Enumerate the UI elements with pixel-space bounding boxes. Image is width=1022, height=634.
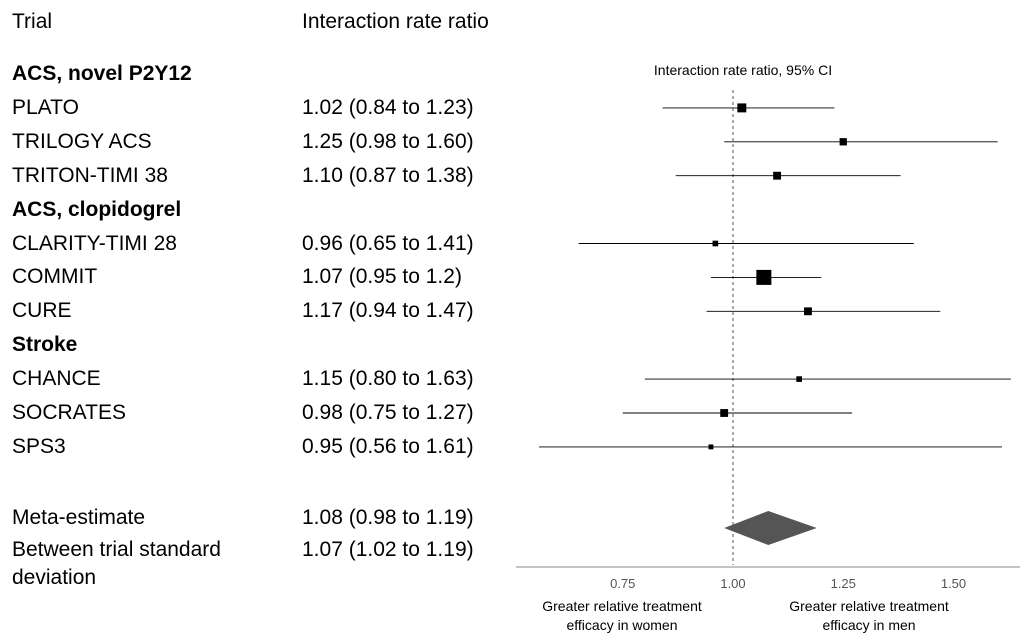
trial-estimate: 1.15 (0.80 to 1.63) xyxy=(302,367,474,391)
between-trial-sd-label: Between trial standard xyxy=(12,538,221,561)
x-tick-label: 1.00 xyxy=(720,576,745,591)
header-trial: Trial xyxy=(12,10,53,33)
trial-estimate: 1.25 (0.98 to 1.60) xyxy=(302,129,474,153)
trial-label: SOCRATES xyxy=(12,401,126,424)
direction-label-men: efficacy in men xyxy=(822,617,915,633)
point-marker xyxy=(708,444,714,450)
point-marker xyxy=(796,376,802,382)
trial-label: COMMIT xyxy=(12,265,98,289)
point-marker xyxy=(839,138,847,146)
between-trial-sd-label-line2: deviation xyxy=(12,566,97,589)
trial-estimate: 1.07 (0.95 to 1.2) xyxy=(302,265,462,289)
meta-estimate-diamond xyxy=(724,511,817,545)
group-label: Stroke xyxy=(12,333,78,357)
trial-label: TRITON-TIMI 38 xyxy=(12,163,168,187)
meta-estimate-value: 1.08 (0.98 to 1.19) xyxy=(302,506,474,529)
x-tick-label: 0.75 xyxy=(610,576,635,591)
trial-estimate: 1.10 (0.87 to 1.38) xyxy=(302,163,474,187)
trial-estimate: 0.95 (0.56 to 1.61) xyxy=(302,434,474,458)
trial-estimate: 0.96 (0.65 to 1.41) xyxy=(302,231,474,255)
trial-label: SPS3 xyxy=(12,434,66,458)
point-marker xyxy=(737,103,747,113)
trial-estimate: 1.17 (0.94 to 1.47) xyxy=(302,299,474,323)
point-marker xyxy=(720,409,729,417)
point-marker xyxy=(756,269,772,285)
trial-label: CLARITY-TIMI 28 xyxy=(12,231,177,255)
x-tick-label: 1.25 xyxy=(831,576,856,591)
direction-label-women: efficacy in women xyxy=(566,617,677,633)
point-marker xyxy=(712,240,719,247)
trial-label: TRILOGY ACS xyxy=(12,129,152,153)
header-estimate: Interaction rate ratio xyxy=(302,10,489,33)
x-tick-label: 1.50 xyxy=(941,576,966,591)
point-marker xyxy=(804,307,812,316)
group-label: ACS, novel P2Y12 xyxy=(12,62,192,85)
direction-label-men: Greater relative treatment xyxy=(789,598,949,614)
plot-title: Interaction rate ratio, 95% CI xyxy=(654,62,832,78)
trial-label: CURE xyxy=(12,299,72,323)
trial-estimate: 1.02 (0.84 to 1.23) xyxy=(302,95,474,119)
group-label: ACS, clopidogrel xyxy=(12,197,182,221)
meta-estimate-label: Meta-estimate xyxy=(12,506,146,529)
trial-estimate: 0.98 (0.75 to 1.27) xyxy=(302,401,474,424)
between-trial-sd-value: 1.07 (1.02 to 1.19) xyxy=(302,538,474,561)
trial-label: CHANCE xyxy=(12,367,101,391)
direction-label-women: Greater relative treatment xyxy=(542,598,702,614)
point-marker xyxy=(773,171,782,180)
trial-label: PLATO xyxy=(12,95,79,119)
